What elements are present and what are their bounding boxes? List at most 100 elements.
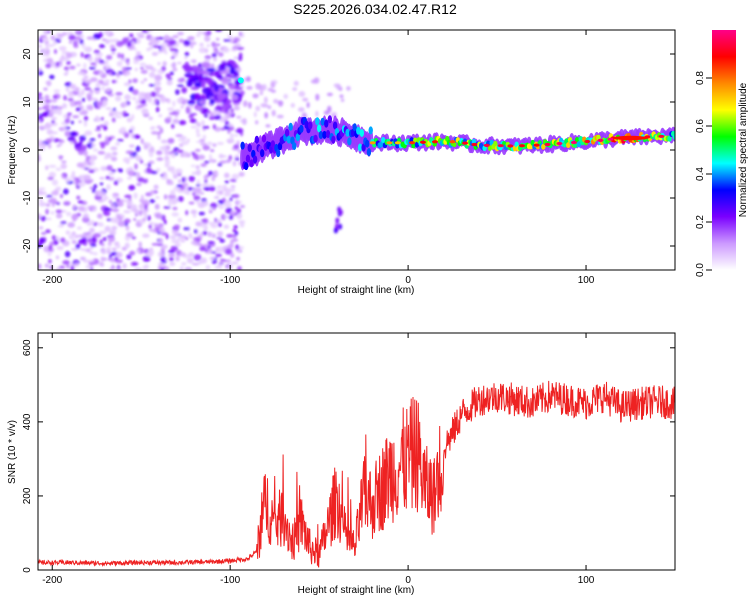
ridge-cell — [240, 141, 245, 150]
y-tick-label: -10 — [22, 190, 33, 205]
noise-speck — [160, 244, 168, 249]
noise-speck — [89, 227, 95, 233]
noise-speck — [44, 99, 51, 104]
noise-speck — [195, 169, 201, 176]
noise-speck — [180, 105, 184, 109]
noise-speck — [226, 233, 234, 238]
noise-speck — [167, 98, 171, 104]
noise-speck — [72, 115, 80, 119]
noise-speck — [155, 167, 161, 173]
noise-speck — [235, 200, 243, 204]
noise-speck — [63, 200, 71, 206]
x-tick-label: 0 — [405, 575, 411, 586]
noise-speck — [236, 256, 240, 261]
noise-speck — [117, 138, 124, 142]
noise-speck — [143, 78, 148, 82]
noise-speck — [192, 214, 197, 218]
noise-speck — [149, 190, 155, 195]
noise-speck — [45, 208, 49, 215]
noise-speck — [227, 207, 233, 212]
noise-speck — [217, 231, 223, 237]
noise-speck — [217, 93, 225, 101]
noise-speck — [172, 100, 176, 107]
noise-speck — [64, 130, 72, 137]
noise-speck — [148, 224, 152, 229]
colorbar-ticks: 0.0 0.2 0.4 0.6 0.8 — [695, 71, 712, 277]
noise-speck — [118, 112, 123, 115]
noise-speck — [192, 59, 197, 64]
noise-speck — [232, 228, 237, 233]
noise-speck — [263, 96, 268, 104]
ridge-cell — [286, 135, 292, 144]
noise-speck — [181, 176, 186, 183]
noise-speck — [50, 34, 56, 41]
ridge-cell — [368, 126, 373, 135]
noise-speck — [75, 107, 81, 112]
noise-speck — [100, 256, 105, 262]
noise-speck — [204, 160, 210, 164]
x-tick-label: -200 — [42, 575, 62, 586]
noise-speck — [174, 242, 181, 247]
noise-speck — [181, 86, 188, 94]
noise-speck — [223, 215, 231, 219]
noise-speck — [226, 265, 233, 269]
noise-speck — [121, 246, 127, 251]
noise-speck — [298, 91, 306, 97]
noise-speck — [58, 63, 63, 68]
noise-speck — [195, 221, 203, 227]
noise-speck — [128, 129, 133, 134]
noise-speck — [190, 86, 200, 91]
noise-speck — [177, 217, 183, 223]
ridge-cell — [541, 143, 546, 150]
noise-speck — [123, 113, 130, 117]
noise-speck — [55, 209, 63, 214]
noise-speck — [76, 63, 81, 67]
noise-speck — [186, 36, 195, 40]
noise-speck — [146, 47, 151, 52]
noise-speck — [67, 97, 74, 102]
noise-speck — [174, 114, 179, 118]
ridge-peak — [369, 141, 376, 145]
noise-speck — [140, 194, 144, 201]
noise-speck — [130, 261, 139, 266]
noise-speck — [173, 147, 180, 150]
noise-speck — [126, 176, 132, 180]
noise-speck — [90, 179, 94, 183]
noise-speck — [138, 203, 145, 210]
noise-speck — [207, 141, 213, 146]
noise-speck — [159, 146, 167, 151]
noise-speck — [188, 232, 193, 238]
ridge-cell — [261, 134, 267, 143]
noise-speck — [133, 60, 139, 65]
noise-speck — [160, 174, 164, 177]
noise-speck — [87, 56, 93, 62]
noise-speck — [168, 253, 176, 257]
noise-speck — [73, 41, 78, 48]
snr-series-line — [38, 380, 675, 568]
noise-speck — [207, 241, 215, 244]
noise-speck — [71, 231, 76, 236]
noise-speck — [234, 206, 239, 211]
noise-speck — [61, 175, 66, 179]
ridge-cell — [356, 126, 361, 135]
noise-speck — [168, 197, 173, 202]
noise-speck — [202, 134, 207, 140]
noise-speck — [70, 265, 75, 270]
noise-speck — [72, 204, 77, 210]
noise-speck — [160, 262, 165, 268]
noise-speck — [233, 144, 240, 150]
noise-speck — [47, 123, 55, 127]
noise-speck — [196, 133, 201, 138]
noise-speck — [135, 51, 142, 56]
noise-speck — [103, 30, 111, 36]
noise-speck — [57, 225, 64, 228]
noise-speck — [208, 221, 215, 226]
noise-speck — [160, 260, 167, 264]
noise-speck — [205, 187, 210, 191]
y-tick-label: 10 — [22, 96, 33, 108]
noise-speck — [167, 116, 172, 120]
noise-speck — [58, 265, 66, 269]
noise-speck — [205, 92, 215, 98]
noise-speck — [215, 253, 222, 257]
noise-speck — [124, 218, 131, 224]
